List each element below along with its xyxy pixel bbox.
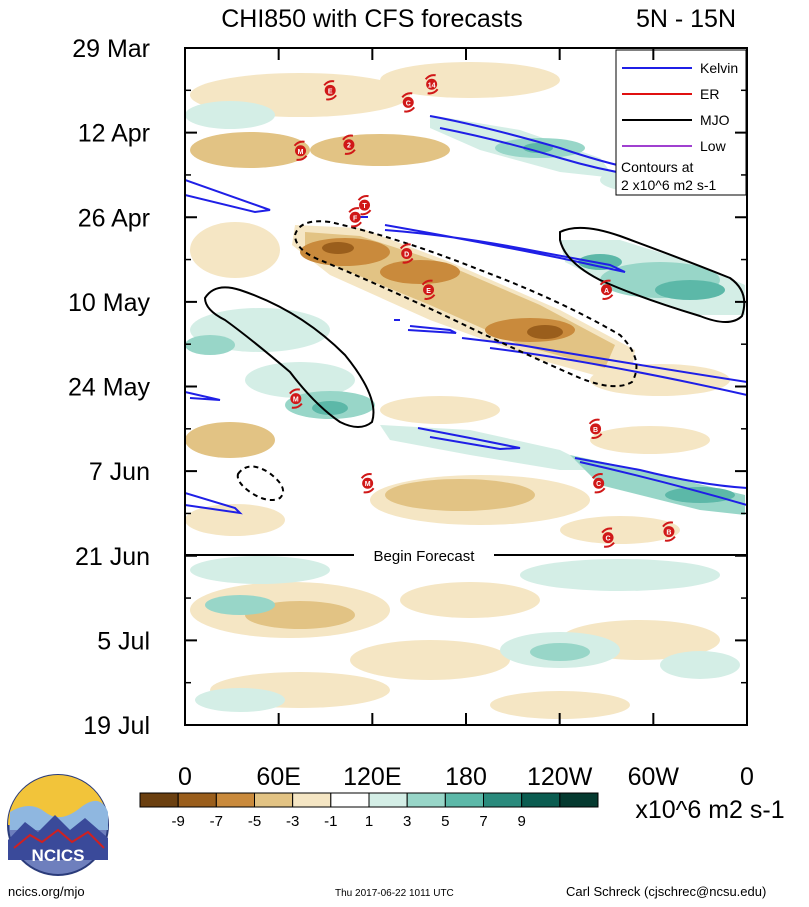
storm-symbol: C (601, 527, 615, 548)
storm-symbol: C (591, 473, 606, 494)
storm-label: D (404, 252, 409, 259)
storm-symbol: 2 (342, 134, 356, 155)
x-tick-label: 60E (256, 763, 300, 791)
storm-symbol: A (599, 279, 614, 300)
y-tick-label: 10 May (68, 289, 150, 317)
storm-label: B (593, 427, 598, 434)
storm-symbol: M (293, 140, 308, 161)
footer-timestamp: Thu 2017-06-22 1011 UTC (335, 888, 454, 899)
colorbar-swatch (483, 792, 523, 808)
storm-label: C (606, 536, 611, 543)
legend-label: ER (700, 86, 719, 102)
colorbar-tick-label: 9 (517, 813, 525, 830)
colorbar-units: x10^6 m2 s-1 (635, 796, 784, 824)
storm-symbol: E (421, 279, 436, 300)
storm-label: F (353, 215, 358, 222)
storm-symbol: T (357, 195, 372, 216)
storm-symbol: M (289, 388, 303, 409)
storm-symbol: B (588, 418, 603, 439)
colorbar: -9 -7 -5 -3 -1 1 3 5 7 9 (139, 792, 599, 830)
colorbar-tick-label: 5 (441, 813, 449, 830)
y-tick-label: 19 Jul (83, 712, 150, 740)
storm-label: C (596, 481, 601, 488)
ncics-logo: NCICS (7, 774, 109, 876)
colorbar-tick-label: -5 (248, 813, 261, 830)
colorbar-swatch (559, 792, 599, 808)
colorbar-swatch (521, 792, 561, 808)
chart-title: CHI850 with CFS forecasts (221, 5, 523, 33)
y-tick-label: 26 Apr (78, 204, 150, 232)
footer-url[interactable]: ncics.org/mjo (8, 884, 85, 899)
colorbar-swatch (368, 792, 408, 808)
kelvin-contours (185, 115, 747, 515)
colorbar-tick-label: -9 (171, 813, 184, 830)
legend-label: Low (700, 138, 727, 154)
logo-text: NCICS (32, 846, 85, 865)
storm-symbol: E (323, 80, 337, 101)
storm-label: E (328, 88, 333, 95)
x-tick-label: 180 (445, 763, 487, 791)
x-axis: 0 60E 120E 180 120W 60W 0 (178, 48, 754, 791)
colorbar-swatch (406, 792, 446, 808)
colorbar-tick-label: 1 (365, 813, 373, 830)
storm-label: T (362, 203, 367, 210)
colorbar-swatch (292, 792, 332, 808)
y-tick-label: 29 Mar (72, 35, 150, 63)
legend: Kelvin ER MJO Low Contours at 2 x10^6 m2 s-… (615, 49, 747, 196)
colorbar-tick-label: 3 (403, 813, 411, 830)
dry-anomaly-shading (185, 62, 730, 719)
begin-forecast-label: Begin Forecast (374, 548, 476, 565)
footer-author: Carl Schreck (cjschrec@ncsu.edu) (566, 884, 767, 899)
storm-label: 2 (347, 143, 351, 150)
legend-note-line1: Contours at (621, 159, 693, 175)
storm-symbol: C (401, 92, 416, 113)
x-tick-label: 60W (628, 763, 680, 791)
colorbar-tick-label: -3 (286, 813, 299, 830)
legend-label: Kelvin (700, 60, 738, 76)
mjo-contours (203, 220, 746, 501)
x-tick-label: 0 (740, 763, 754, 791)
forecast-label-bg (354, 546, 494, 564)
storm-symbol: 14 (424, 74, 439, 95)
y-axis: 29 Mar 12 Apr 26 Apr 10 May 24 May 7 Jun 21 Ju… (68, 35, 747, 740)
x-tick-label: 120W (527, 763, 593, 791)
x-tick-label: 0 (178, 763, 192, 791)
storm-symbol: F (348, 207, 362, 228)
colorbar-swatch (215, 792, 255, 808)
colorbar-swatch (330, 792, 370, 808)
colorbar-swatch (254, 792, 294, 808)
storm-label: M (293, 397, 299, 404)
legend-label: MJO (700, 112, 730, 128)
storm-label: C (406, 100, 411, 107)
storm-symbol: M (360, 473, 375, 494)
storm-symbol: D (399, 243, 414, 264)
y-tick-label: 12 Apr (78, 120, 150, 148)
colorbar-tick-label: 7 (479, 813, 487, 830)
storm-label: 14 (428, 82, 436, 89)
colorbar-swatch (444, 792, 485, 808)
storm-label: E (426, 288, 431, 295)
y-tick-label: 24 May (68, 374, 150, 402)
colorbar-swatch (139, 792, 179, 808)
x-tick-label: 120E (343, 763, 401, 791)
colorbar-tick-label: -7 (210, 813, 223, 830)
legend-note-line2: 2 x10^6 m2 s-1 (621, 177, 716, 193)
storm-label: M (365, 481, 371, 488)
y-tick-label: 5 Jul (97, 627, 150, 655)
storm-label: B (666, 530, 671, 537)
y-tick-label: 21 Jun (75, 543, 150, 571)
tropical-cyclone-symbols: E C 14 2 M TF D E A M B M C C B (289, 74, 676, 548)
colorbar-tick-label: -1 (324, 813, 337, 830)
storm-label: A (604, 288, 609, 295)
colorbar-swatch (177, 792, 217, 808)
storm-symbol: B (662, 521, 676, 542)
storm-label: M (298, 149, 304, 156)
chart-subtitle: 5N - 15N (636, 5, 736, 33)
y-tick-label: 7 Jun (89, 458, 150, 486)
